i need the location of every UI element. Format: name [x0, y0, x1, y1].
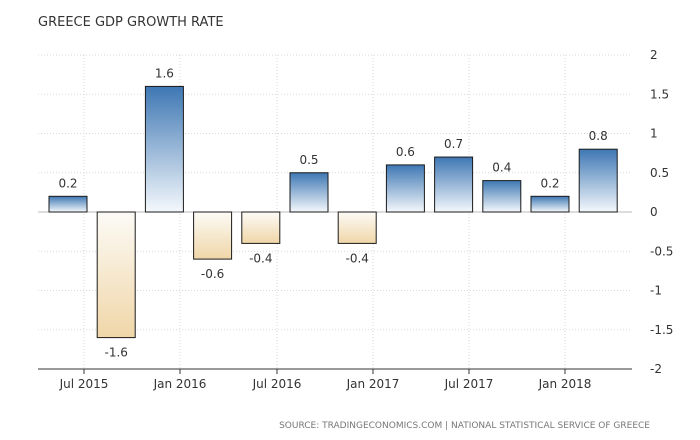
x-axis: Jul 2015 Jan 2016 Jul 2016 Jan 2017 Jul 2017…: [38, 368, 632, 391]
y-tick-label: -2: [650, 362, 662, 376]
data-label: 0.7: [444, 137, 463, 151]
data-label: -0.4: [345, 251, 368, 265]
y-tick-label: 1.5: [650, 87, 669, 101]
bar[interactable]: [337, 211, 377, 244]
bars: [48, 85, 618, 339]
y-tick-label: -1: [650, 284, 662, 298]
x-tick-label: Jul 2017: [444, 377, 494, 391]
data-label: -0.6: [201, 267, 224, 281]
bar[interactable]: [48, 195, 88, 213]
source-note: SOURCE: TRADINGECONOMICS.COM | NATIONAL …: [279, 421, 650, 431]
x-tick-label: Jan 2018: [538, 377, 592, 391]
data-labels: 0.2 -1.6 1.6 -0.6 -0.4 0.5 -0.4 0.6 0.7 0.4 0.2 0.8: [58, 66, 607, 359]
bar[interactable]: [434, 156, 474, 213]
data-label: 0.4: [492, 161, 511, 175]
y-tick-label: -1.5: [650, 323, 673, 337]
bar[interactable]: [482, 180, 522, 213]
bar[interactable]: [385, 164, 425, 213]
x-tick-label: Jul 2016: [252, 377, 302, 391]
bar[interactable]: [144, 85, 184, 213]
data-label: 1.6: [155, 66, 174, 80]
bar[interactable]: [289, 172, 329, 213]
y-axis: 2 1.5 1 0.5 0 -0.5 -1 -1.5 -2: [650, 48, 673, 376]
x-tick-label: Jan 2016: [153, 377, 207, 391]
data-label: 0.8: [589, 129, 608, 143]
chart-title: GREECE GDP GROWTH RATE: [38, 15, 224, 30]
bar[interactable]: [193, 211, 233, 260]
data-label: 0.2: [540, 176, 559, 190]
y-tick-label: 2: [650, 48, 658, 62]
bar[interactable]: [241, 211, 281, 244]
data-label: 0.6: [396, 145, 415, 159]
y-tick-label: 0: [650, 205, 658, 219]
bar[interactable]: [578, 148, 618, 213]
y-tick-label: 0.5: [650, 166, 669, 180]
data-label: -0.4: [249, 251, 272, 265]
bar[interactable]: [530, 195, 570, 213]
y-tick-label: -0.5: [650, 244, 673, 258]
x-tick-label: Jul 2015: [59, 377, 109, 391]
data-label: 0.5: [299, 153, 318, 167]
data-label: -1.6: [104, 346, 127, 360]
x-tick-label: Jan 2017: [346, 377, 400, 391]
bar[interactable]: [96, 211, 136, 339]
y-tick-label: 1: [650, 127, 658, 141]
data-label: 0.2: [58, 176, 77, 190]
